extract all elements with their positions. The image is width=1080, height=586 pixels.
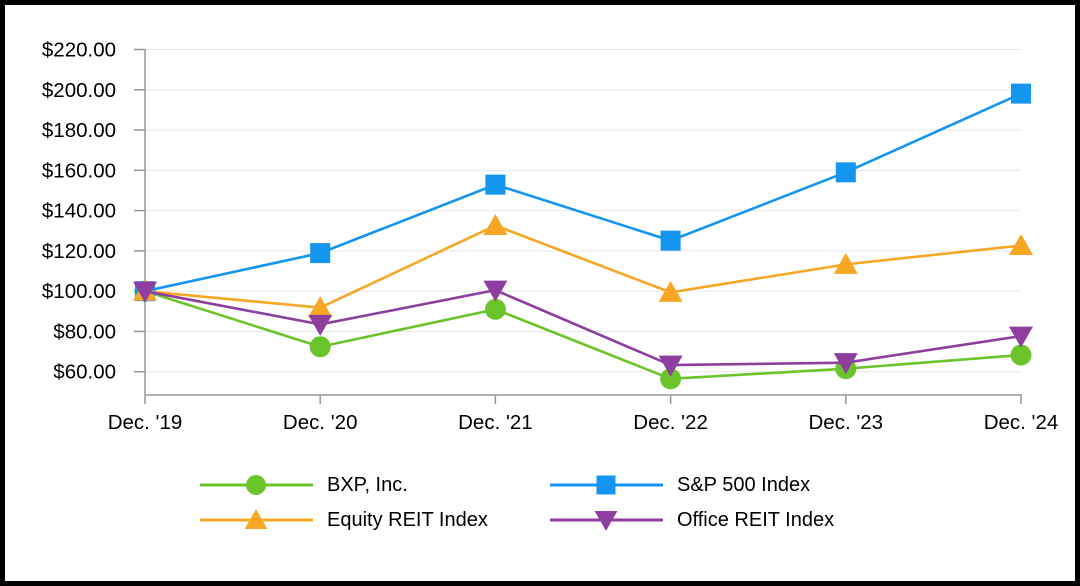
data-point-marker xyxy=(833,252,858,274)
data-point-marker xyxy=(485,174,506,195)
series-bxp-inc xyxy=(134,280,1032,390)
y-tick-label: $140.00 xyxy=(42,200,116,223)
plot-area: $220.00 $200.00 $180.00 $160.00 $140.00 $120.… xyxy=(42,39,1059,435)
data-point-marker xyxy=(1009,233,1033,255)
legend-swatch-office-reit-index xyxy=(550,510,663,531)
y-tick-label: $100.00 xyxy=(42,280,116,303)
series-office-reit-index xyxy=(133,280,1033,377)
gridlines xyxy=(145,49,1020,373)
legend-label: S&P 500 Index xyxy=(677,473,811,496)
data-point-marker xyxy=(308,296,333,318)
legend-label: Equity REIT Index xyxy=(327,508,488,531)
data-point-marker xyxy=(244,509,268,530)
data-point-marker xyxy=(133,281,157,303)
legend-swatch-bxp-inc xyxy=(200,475,313,495)
legend-grid: BXP, Inc. S&P 500 Index Equity REIT Index O… xyxy=(190,471,890,534)
chart-legend: BXP, Inc. S&P 500 Index Equity REIT Index O… xyxy=(5,471,1075,534)
data-point-marker xyxy=(658,280,683,302)
legend-label: Office REIT Index xyxy=(677,508,835,531)
data-point-marker xyxy=(594,510,618,531)
data-point-marker xyxy=(308,314,333,336)
data-point-marker xyxy=(660,368,682,390)
y-tick-label: $180.00 xyxy=(42,119,116,142)
series-line-equity-reit-index xyxy=(144,224,1022,310)
x-tick-label: Dec. '21 xyxy=(458,411,533,434)
legend-label: BXP, Inc. xyxy=(327,473,408,496)
y-tick-label: $120.00 xyxy=(42,240,116,263)
data-point-marker xyxy=(833,353,858,375)
data-point-marker xyxy=(596,475,616,495)
total-return-performance-chart: $220.00 $200.00 $180.00 $160.00 $140.00 $120.… xyxy=(5,5,1075,581)
x-tick-label: Dec. '19 xyxy=(108,411,183,434)
y-tick-label: $160.00 xyxy=(42,159,116,182)
y-tick-label: $80.00 xyxy=(53,320,116,343)
axes xyxy=(134,48,1022,404)
data-point-marker xyxy=(483,280,508,302)
y-tick-label: $200.00 xyxy=(42,79,116,102)
series-line-s-p-500-index xyxy=(144,92,1022,293)
legend-item-equity-reit-index: Equity REIT Index xyxy=(190,506,540,534)
data-point-marker xyxy=(484,298,506,320)
x-tick-label: Dec. '24 xyxy=(984,411,1059,434)
data-point-marker xyxy=(1009,326,1033,348)
y-tick-label: $60.00 xyxy=(53,361,116,384)
data-point-marker xyxy=(246,475,266,495)
legend-swatch-s-p-500-index xyxy=(550,475,663,495)
y-tick-label: $220.00 xyxy=(42,39,116,62)
legend-item-s-p-500-index: S&P 500 Index xyxy=(540,471,890,499)
series-line-office-reit-index xyxy=(144,288,1022,367)
data-point-marker xyxy=(1011,83,1031,104)
legend-item-bxp-inc: BXP, Inc. xyxy=(190,471,540,499)
series-line-bxp-inc xyxy=(144,289,1022,381)
data-point-marker xyxy=(310,243,331,264)
x-tick-label: Dec. '23 xyxy=(809,411,884,434)
legend-swatch-equity-reit-index xyxy=(200,509,313,530)
data-point-marker xyxy=(835,162,856,183)
data-point-marker xyxy=(1010,344,1032,366)
legend-item-office-reit-index: Office REIT Index xyxy=(540,506,890,534)
series-s-p-500-index xyxy=(135,83,1031,302)
x-tick-label: Dec. '22 xyxy=(633,411,708,434)
data-point-marker xyxy=(483,214,508,236)
data-point-marker xyxy=(658,355,683,377)
data-point-marker xyxy=(660,230,681,251)
x-tick-label: Dec. '20 xyxy=(283,411,358,434)
data-point-marker xyxy=(309,336,331,358)
